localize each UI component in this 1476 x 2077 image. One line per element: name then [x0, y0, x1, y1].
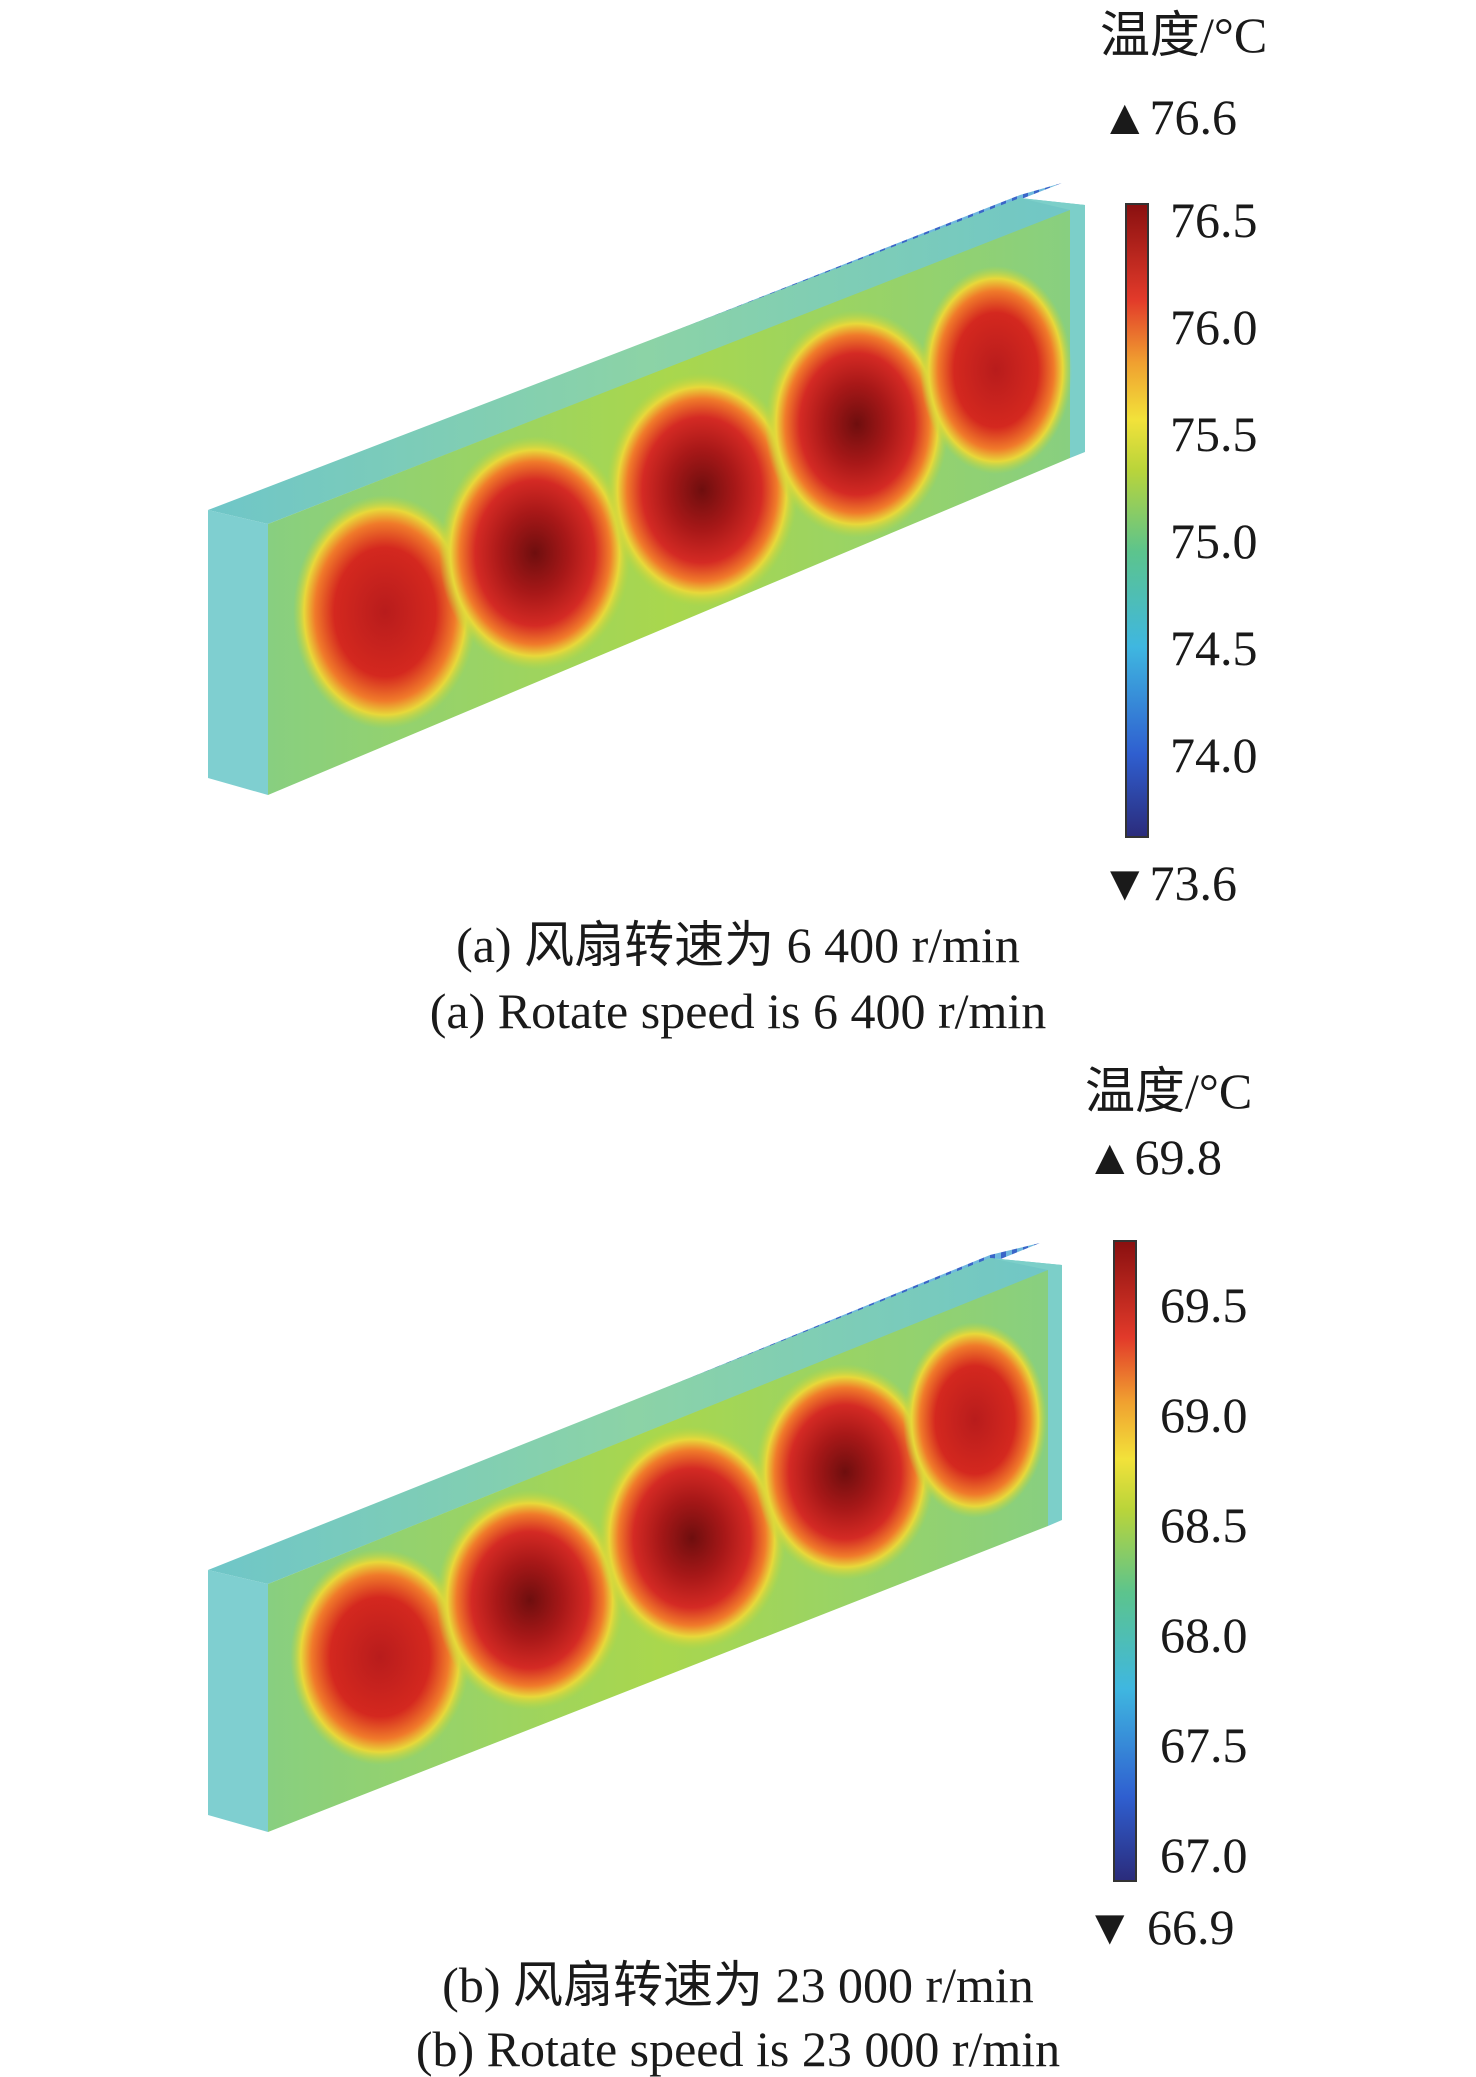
hot-spot-5	[920, 266, 1072, 474]
colorbar-tick: 74.0	[1170, 727, 1258, 783]
right-end-face	[1020, 198, 1085, 458]
hot-spots	[290, 1322, 1047, 1765]
colorbar-tick: 67.0	[1160, 1827, 1248, 1883]
figure-a: 温度/°C ▲76.6 76.5 76.0 75.5 75.0 74.5 74.…	[208, 7, 1268, 1039]
colorbar-tick: 67.5	[1160, 1717, 1248, 1773]
left-side-face	[208, 510, 268, 795]
colorbar-tick: 76.0	[1170, 299, 1258, 355]
caption-en: (a) Rotate speed is 6 400 r/min	[429, 983, 1047, 1039]
heatsink-temperature-render-a	[208, 183, 1085, 795]
colorbar-tick: 76.5	[1170, 192, 1258, 248]
colorbar-tick: 68.0	[1160, 1607, 1248, 1663]
caption-cn: (a) 风扇转速为 6 400 r/min	[456, 917, 1020, 973]
hot-spot-2	[436, 1490, 624, 1710]
colorbar-a	[1125, 203, 1149, 838]
right-end-face	[990, 1258, 1062, 1526]
top-face	[208, 198, 1085, 524]
figure-b: 温度/°C ▲69.8 69.5 69.0 68.5 68.0 67.5 67.…	[0, 1040, 1476, 2077]
colorbar-tick: 75.5	[1170, 406, 1258, 462]
colorbar-tick: 69.5	[1160, 1277, 1248, 1333]
heatsink-temperature-render-b	[208, 1243, 1062, 1832]
colorbar-tick: 75.0	[1170, 513, 1258, 569]
caption-en: (b) Rotate speed is 23 000 r/min	[415, 2021, 1061, 2077]
hot-spots	[293, 266, 1072, 729]
hot-spot-3	[606, 373, 798, 607]
min-temperature-label: ▼ 66.9	[1085, 1899, 1235, 1955]
max-temperature-label: ▲76.6	[1100, 89, 1237, 145]
hot-spot-4	[765, 310, 949, 538]
min-temperature-label: ▼73.6	[1100, 855, 1237, 911]
left-side-face	[208, 1570, 268, 1832]
max-temperature-label: ▲69.8	[1085, 1129, 1222, 1185]
hot-spot-5	[903, 1322, 1047, 1518]
temperature-unit-label: 温度/°C	[1085, 1063, 1253, 1119]
colorbar-tick: 69.0	[1160, 1387, 1248, 1443]
hot-spot-4	[755, 1364, 935, 1580]
colorbar-b	[1113, 1240, 1137, 1882]
colorbar-tick: 68.5	[1160, 1497, 1248, 1553]
hot-spot-1	[293, 495, 477, 729]
hot-spot-3	[598, 1426, 786, 1650]
top-face	[208, 1258, 1062, 1584]
caption-cn: (b) 风扇转速为 23 000 r/min	[442, 1957, 1034, 2013]
temperature-unit-label: 温度/°C	[1100, 7, 1268, 63]
hot-spot-1	[290, 1549, 470, 1765]
hot-spot-2	[439, 436, 631, 670]
colorbar-tick: 74.5	[1170, 620, 1258, 676]
